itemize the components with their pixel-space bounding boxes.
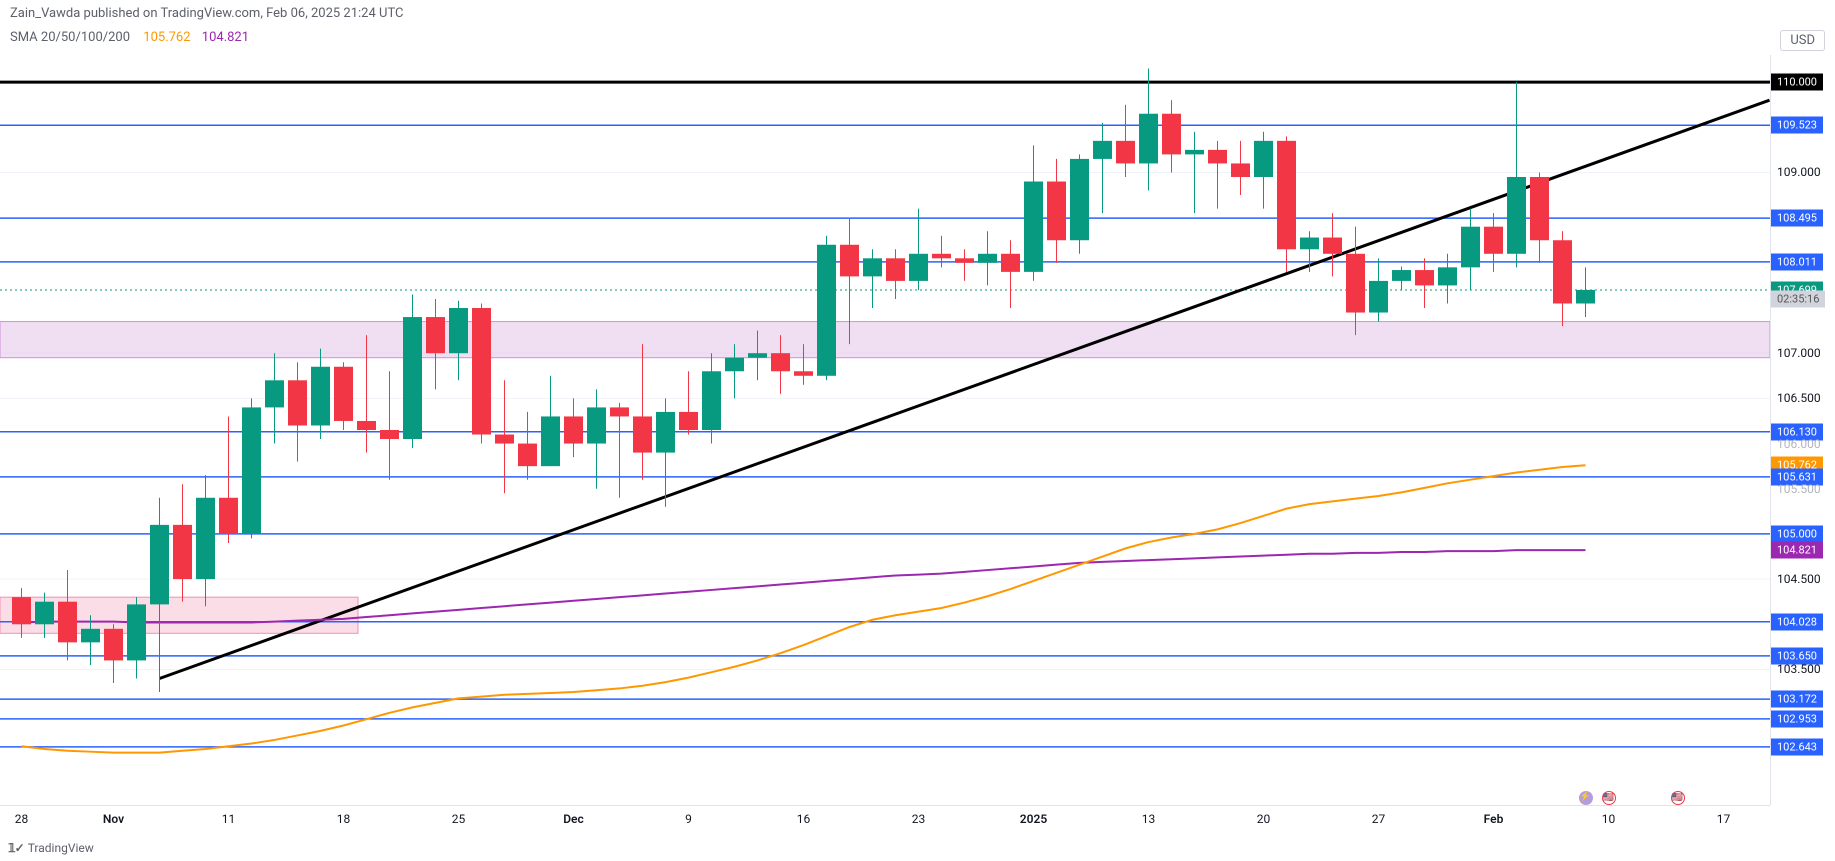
publish-line: Zain_Vawda published on TradingView.com,… xyxy=(10,6,404,21)
footer-brand[interactable]: 𝟙✓ TradingView xyxy=(8,841,94,855)
brand-text: TradingView xyxy=(28,841,94,855)
sma-legend: SMA 20/50/100/200 105.762 104.821 xyxy=(10,30,249,45)
x-tick: 23 xyxy=(912,812,926,826)
x-tick: 18 xyxy=(337,812,351,826)
x-tick: 20 xyxy=(1257,812,1271,826)
price-label: 104.821 xyxy=(1771,542,1823,559)
x-tick: 11 xyxy=(222,812,236,826)
y-tick: 104.500 xyxy=(1777,572,1821,586)
y-tick: 103.500 xyxy=(1777,662,1821,676)
y-tick: 107.000 xyxy=(1777,346,1821,360)
y-tick: 105.500 xyxy=(1777,482,1821,496)
chart-root: Zain_Vawda published on TradingView.com,… xyxy=(0,0,1835,861)
y-tick: 106.500 xyxy=(1777,391,1821,405)
x-axis[interactable]: 28 Nov 11 18 25 Dec 9 16 23 2025 13 20 27 Feb 10 17 xyxy=(0,805,1770,835)
x-tick: 16 xyxy=(797,812,811,826)
event-flag-icon[interactable]: 🇺🇸 xyxy=(1671,791,1685,805)
x-tick: Nov xyxy=(103,812,124,826)
price-label: 105.000 xyxy=(1771,525,1823,542)
x-tick: 28 xyxy=(15,812,29,826)
chart-svg xyxy=(0,55,1770,805)
price-label: 108.495 xyxy=(1771,210,1823,227)
y-tick: 109.000 xyxy=(1777,165,1821,179)
x-tick: 10 xyxy=(1602,812,1616,826)
x-tick: 17 xyxy=(1717,812,1731,826)
sma-value-200: 104.821 xyxy=(202,30,249,45)
price-label: 103.172 xyxy=(1771,691,1823,708)
x-tick: 9 xyxy=(685,812,692,826)
event-flag-icon[interactable]: ⚡ xyxy=(1579,791,1593,805)
price-label: 104.028 xyxy=(1771,613,1823,630)
sma-value-100: 105.762 xyxy=(143,30,190,45)
x-tick: 2025 xyxy=(1020,812,1047,826)
price-label: 109.523 xyxy=(1771,117,1823,134)
x-tick: 13 xyxy=(1142,812,1156,826)
chart-plot[interactable]: ⚡ 🇺🇸 🇺🇸 xyxy=(0,55,1770,805)
price-label: 108.011 xyxy=(1771,253,1823,270)
event-flag-icon[interactable]: 🇺🇸 xyxy=(1602,791,1616,805)
x-tick: Dec xyxy=(563,812,584,826)
y-axis[interactable]: 110.000109.523109.000108.495108.011107.6… xyxy=(1770,55,1835,805)
price-label: 102.643 xyxy=(1771,738,1823,755)
x-tick: 27 xyxy=(1372,812,1386,826)
tv-logo-icon: 𝟙✓ xyxy=(8,841,24,855)
price-label: 102.953 xyxy=(1771,710,1823,727)
price-label: 110.000 xyxy=(1771,74,1823,91)
x-tick: Feb xyxy=(1484,812,1504,826)
y-tick: 106.000 xyxy=(1777,437,1821,451)
unit-badge[interactable]: USD xyxy=(1780,30,1825,51)
sma-label: SMA 20/50/100/200 xyxy=(10,30,130,45)
price-label: 02:35:16 xyxy=(1771,290,1825,307)
x-tick: 25 xyxy=(452,812,466,826)
